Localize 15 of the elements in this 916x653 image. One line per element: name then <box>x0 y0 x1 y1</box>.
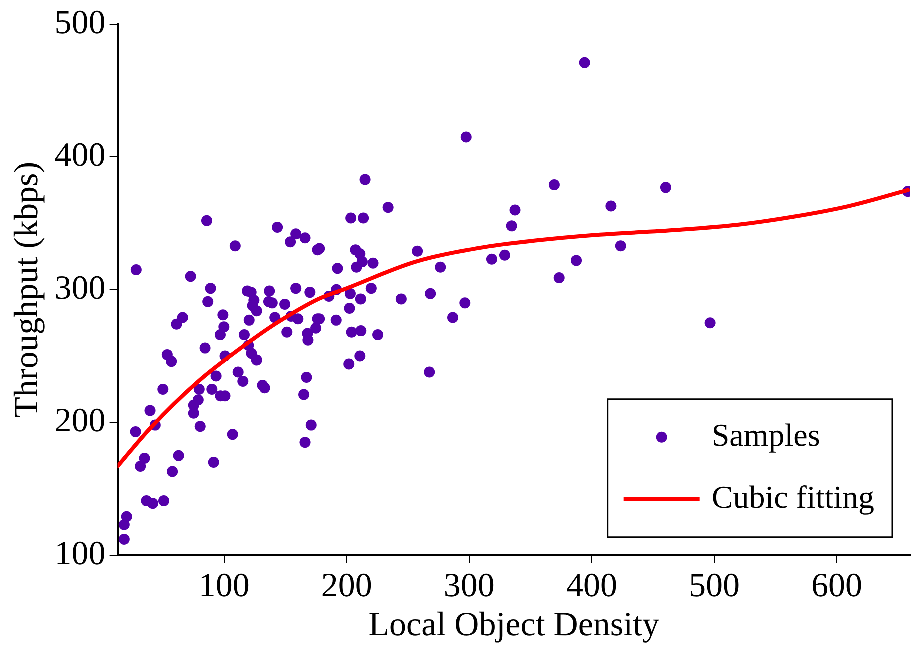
legend-label: Samples <box>712 416 820 453</box>
y-axis-title: Throughput (kbps) <box>8 162 46 418</box>
y-tick-label: 300 <box>54 270 106 307</box>
x-tick-label: 100 <box>198 568 250 605</box>
y-tick-label: 100 <box>54 535 106 572</box>
x-tick-label: 600 <box>811 568 862 605</box>
legend-label: Cubic fitting <box>712 478 874 515</box>
x-tick-label: 200 <box>321 568 372 605</box>
x-tick-label: 400 <box>566 568 618 605</box>
y-tick-label: 500 <box>54 4 106 42</box>
y-tick-label: 400 <box>54 137 106 174</box>
x-tick-label: 500 <box>688 568 740 605</box>
y-tick-label: 200 <box>54 402 106 440</box>
x-tick-label: 300 <box>444 568 495 605</box>
x-axis-title: Local Object Density <box>368 606 660 644</box>
